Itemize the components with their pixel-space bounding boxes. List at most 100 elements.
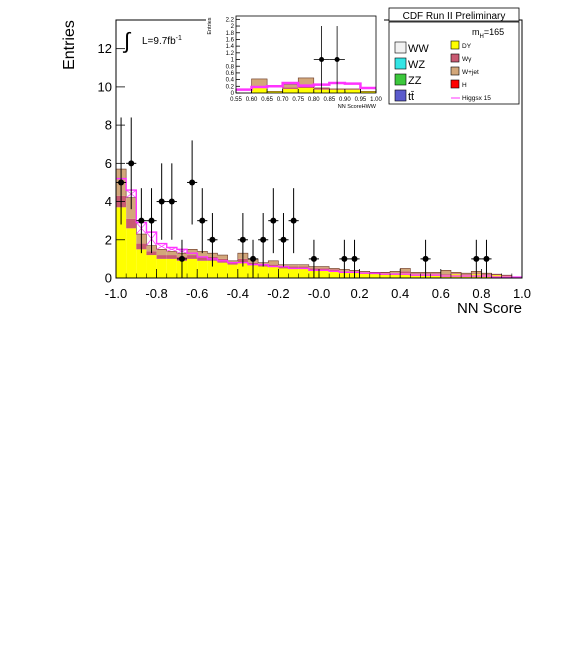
- inset-data: [313, 26, 345, 93]
- legend-entry: WZ: [394, 57, 425, 71]
- bar-wgamma: [410, 273, 421, 275]
- data-marker: [422, 255, 429, 262]
- mass-label: mH=165: [472, 27, 504, 40]
- bar-dy: [288, 268, 299, 278]
- integral-sign: ∫: [122, 28, 132, 53]
- data-marker: [168, 198, 175, 205]
- bar-wjet: [450, 272, 462, 274]
- bar-wjet: [319, 266, 330, 269]
- main-plot: -1.0 -0.8 -0.6 -0.4 -0.2 -0.0 0.2 0.4 0.6 0.8 1.0 …: [61, 19, 531, 317]
- x-tick-label: 0.85: [323, 97, 335, 103]
- y-tick-label: 1: [231, 58, 235, 64]
- bar-dy: [156, 258, 167, 278]
- bar-wjet: [251, 78, 268, 87]
- bar-wjet: [440, 270, 451, 275]
- bar-wjet: [410, 272, 421, 274]
- data-marker: [319, 57, 325, 63]
- data-marker: [260, 236, 267, 243]
- bar-wgamma: [491, 274, 502, 276]
- data-point: [268, 188, 279, 254]
- bar-wgamma: [197, 256, 208, 261]
- data-marker: [239, 236, 246, 243]
- bar-dy: [268, 266, 279, 278]
- data-marker: [189, 179, 196, 186]
- inset-frame: [235, 15, 377, 94]
- data-marker: [270, 217, 277, 224]
- data-marker: [138, 217, 145, 224]
- inset-plot: 0.55 0.60 0.65 0.70 0.75 0.80 0.85 0.90 0.95 1.00…: [206, 12, 384, 110]
- bar-wgamma: [344, 88, 361, 90]
- bar-wgamma: [501, 275, 512, 277]
- legend-swatch: [394, 89, 407, 102]
- inset-signal: [236, 81, 376, 91]
- inset-y-ticks: 00.20.40.60.811.21.41.61.822.2: [226, 17, 240, 97]
- bar-wgamma: [298, 86, 314, 88]
- data-marker: [118, 179, 125, 186]
- legend-label: DY: [462, 43, 472, 50]
- bar-dy: [369, 274, 380, 278]
- bar-wgamma: [430, 273, 441, 275]
- signal-line: [236, 81, 376, 91]
- legend-right: DY Wγ W+jet H Higgsx 15: [450, 40, 491, 102]
- data-marker: [483, 255, 490, 262]
- legend-label: WW: [408, 43, 429, 55]
- data-marker: [158, 198, 165, 205]
- y-tick-label: 0.2: [226, 84, 235, 90]
- x-tick-label: 0.60: [246, 97, 258, 103]
- x-tick-label: -0.6: [186, 286, 208, 301]
- bar-dy: [207, 260, 218, 278]
- bar-dy: [116, 207, 127, 278]
- bar-dy: [379, 273, 391, 278]
- bar-dy: [251, 87, 268, 93]
- y-tick-label: 1.8: [226, 31, 235, 37]
- legend-label: ZZ: [408, 75, 422, 87]
- luminosity-label: L=9.7fb-1: [142, 35, 182, 47]
- y-tick-label: 0: [105, 271, 112, 286]
- y-tick-label: 4: [105, 194, 112, 209]
- bar-wgamma: [156, 255, 167, 259]
- bar-wjet: [282, 84, 299, 88]
- legend-entry: DY: [450, 40, 472, 50]
- x-tick-label: -0.4: [227, 286, 249, 301]
- bar-dy: [278, 268, 289, 278]
- data-point: [329, 26, 345, 93]
- y-tick-label: 0.8: [226, 64, 235, 70]
- y-tick-label: 12: [98, 41, 112, 56]
- bar-wgamma: [450, 273, 462, 275]
- bar-wgamma: [227, 262, 238, 265]
- legend-swatch: [450, 66, 460, 76]
- bar-wgamma: [379, 272, 391, 274]
- x-tick-label: 0.2: [351, 286, 369, 301]
- signal-hatch: [156, 243, 167, 250]
- y-tick-label: 1.6: [226, 38, 235, 44]
- x-tick-label: 0.70: [277, 97, 289, 103]
- legend-label: tt̄: [408, 91, 414, 103]
- data-point: [308, 239, 319, 278]
- bar-wgamma: [400, 271, 411, 274]
- legend-label: Wγ: [462, 56, 472, 63]
- bar-wjet: [288, 264, 299, 267]
- bar-dy: [227, 264, 238, 278]
- x-tick-label: 0.75: [292, 97, 304, 103]
- bar-dy: [258, 266, 269, 278]
- legend-label: H: [462, 82, 467, 89]
- legend-swatch: [394, 41, 407, 54]
- mass-value: =165: [484, 27, 504, 37]
- x-tick-label: -0.8: [145, 286, 167, 301]
- data-point: [288, 188, 299, 254]
- main-bars: [115, 168, 523, 278]
- bar-wgamma: [126, 218, 137, 229]
- bar-wjet: [430, 272, 441, 274]
- bar-wgamma: [278, 266, 289, 269]
- data-point: [278, 213, 289, 267]
- x-tick-label: 0.80: [308, 97, 320, 103]
- data-marker: [209, 236, 216, 243]
- y-tick-label: 8: [105, 118, 112, 133]
- legend-entry: Higgsx 15: [451, 95, 491, 102]
- legend-swatch: [394, 73, 407, 86]
- inset-x-ticks: 0.55 0.60 0.65 0.70 0.75 0.80 0.85 0.90 0.95 1.00: [230, 89, 382, 103]
- data-point: [207, 213, 218, 267]
- bar-dy: [298, 268, 309, 278]
- signal-line: [116, 177, 522, 278]
- data-point: [237, 213, 248, 267]
